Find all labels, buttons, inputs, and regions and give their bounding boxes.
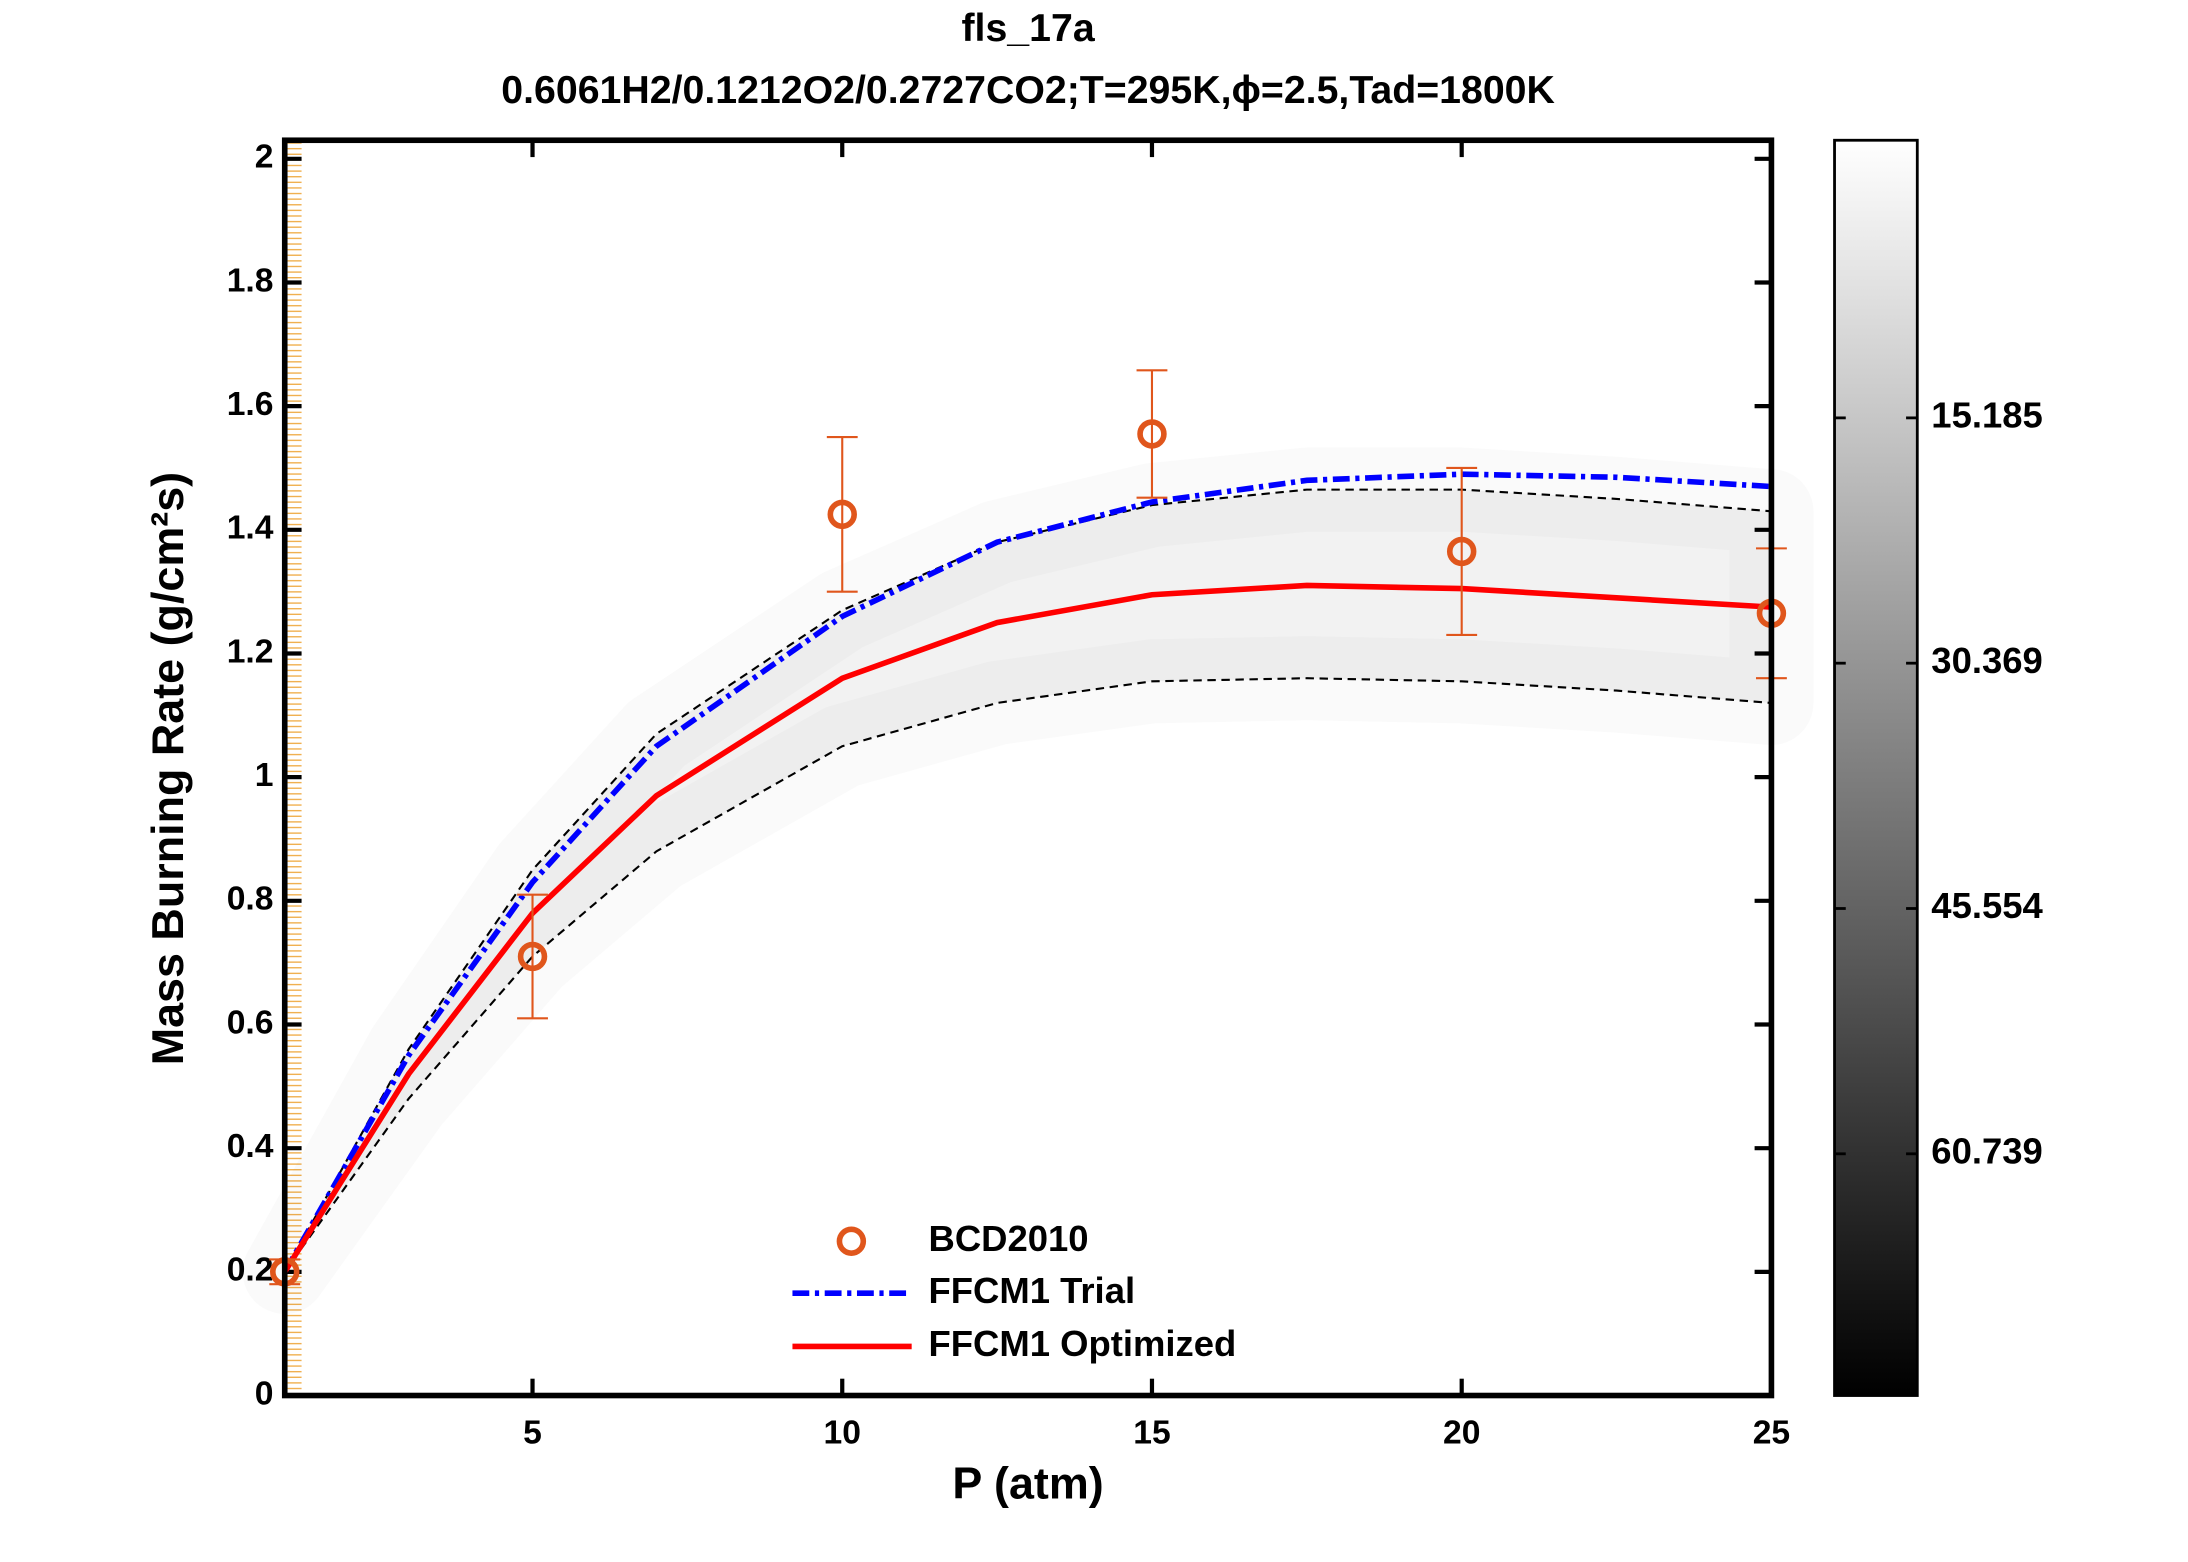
- axis-decoration: [287, 142, 302, 1395]
- y-tick-label: 2: [255, 139, 274, 176]
- y-tick-label: 1.6: [227, 386, 274, 423]
- colorbar: [1833, 138, 1919, 1397]
- legend-label: FFCM1 Trial: [929, 1270, 1136, 1311]
- colorbar-tick-label: 45.554: [1931, 885, 2043, 926]
- legend-label: BCD2010: [929, 1218, 1089, 1259]
- y-tick-label: 0.2: [227, 1252, 274, 1289]
- data-point: [1137, 419, 1167, 449]
- legend-marker: [836, 1226, 867, 1256]
- y-tick-label: 1.8: [227, 262, 274, 299]
- x-tick-label: 5: [523, 1415, 542, 1452]
- uncertainty-upper: [283, 488, 1772, 1273]
- x-tick-label: 25: [1753, 1415, 1790, 1452]
- y-tick-label: 0: [255, 1375, 274, 1412]
- data-point: [517, 941, 548, 972]
- colorbar-tick-label: 15.185: [1931, 395, 2043, 436]
- colorbar-tick-label: 60.739: [1931, 1130, 2043, 1171]
- x-tick-label: 20: [1443, 1415, 1480, 1452]
- y-tick-label: 1.4: [227, 510, 274, 547]
- y-tick-label: 0.6: [227, 1004, 274, 1041]
- y-tick-label: 0.8: [227, 881, 274, 918]
- line-1: [282, 582, 1772, 1274]
- y-tick-label: 1: [255, 757, 274, 794]
- uncertainty-lower: [283, 677, 1772, 1273]
- x-axis-label: P (atm): [952, 1458, 1103, 1509]
- uncertainty-shade: [284, 489, 1772, 1272]
- y-tick-label: 0.4: [227, 1128, 274, 1165]
- x-tick-label: 15: [1133, 1415, 1170, 1452]
- data-point: [1446, 536, 1477, 567]
- x-tick-label: 10: [824, 1415, 861, 1452]
- y-axis-label: Mass Burning Rate (g/cm²s): [142, 472, 193, 1065]
- colorbar-tick-label: 30.369: [1931, 640, 2043, 681]
- chart-subtitle: 0.6061H2/0.1212O2/0.2727CO2;T=295K,ϕ=2.5…: [501, 68, 1555, 112]
- line-0: [282, 471, 1772, 1274]
- chart-title: fls_17a: [961, 6, 1095, 50]
- y-tick-label: 1.2: [227, 633, 274, 670]
- plot-frame: [281, 137, 1775, 1399]
- legend-label: FFCM1 Optimized: [929, 1323, 1237, 1364]
- data-point: [827, 499, 857, 530]
